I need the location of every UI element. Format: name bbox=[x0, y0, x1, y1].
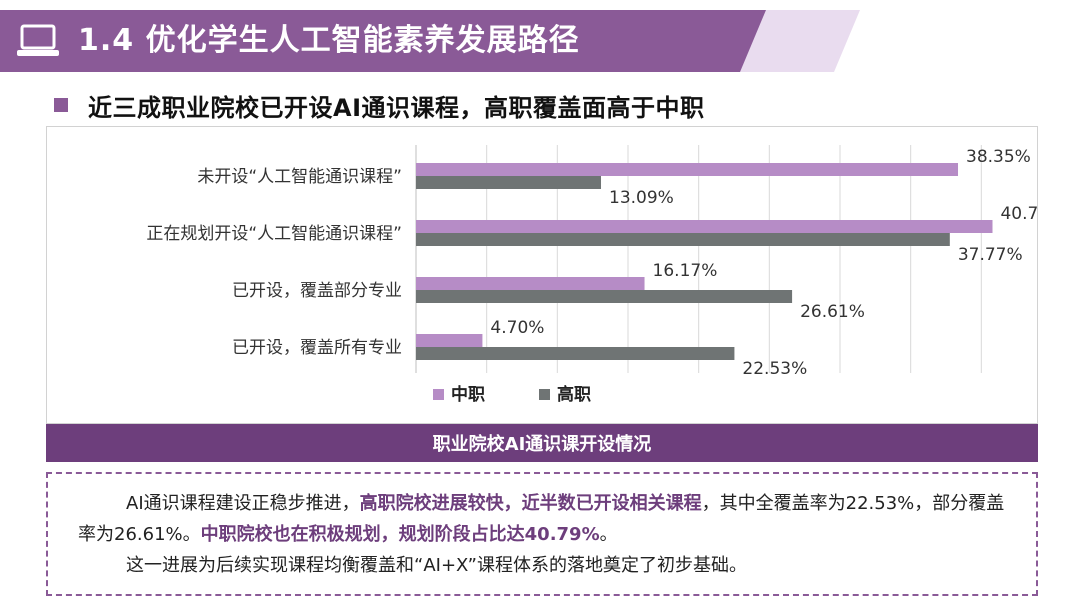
bar-gaozhi bbox=[416, 176, 602, 189]
summary-highlight: 中职院校也在积极规划，规划阶段占比达40.79% bbox=[200, 524, 600, 545]
summary-text: 这一进展为后续实现课程均衡覆盖和“AI+X”课程体系的落地奠定了初步基础。 bbox=[126, 555, 747, 576]
page-title: 1.4 优化学生人工智能素养发展路径 bbox=[78, 23, 580, 58]
chart-panel: 未开设“人工智能通识课程” 38.35% 13.09% 正在规划开设“人工智能通识课程… bbox=[46, 126, 1038, 424]
category-label: 正在规划开设“人工智能通识课程” bbox=[146, 224, 402, 244]
legend-swatch bbox=[433, 389, 444, 400]
bullet-square-icon bbox=[54, 98, 68, 112]
bar-gaozhi bbox=[416, 347, 735, 360]
data-label: 26.61% bbox=[800, 302, 865, 322]
bar-zhongzhi bbox=[416, 220, 993, 233]
summary-paragraph-1: AI通识课程建设正稳步推进，高职院校进展较快，近半数已开设相关课程，其中全覆盖率… bbox=[78, 488, 1012, 550]
summary-highlight: 高职院校进展较快，近半数已开设相关课程 bbox=[359, 493, 702, 514]
category-label: 已开设，覆盖所有专业 bbox=[232, 338, 402, 358]
data-label: 37.77% bbox=[958, 245, 1023, 265]
subtitle-row: 近三成职业院校已开设AI通识课程，高职覆盖面高于中职 bbox=[54, 88, 705, 122]
data-label: 16.17% bbox=[653, 261, 718, 281]
bar-gaozhi bbox=[416, 290, 793, 303]
summary-box: AI通识课程建设正稳步推进，高职院校进展较快，近半数已开设相关课程，其中全覆盖率… bbox=[46, 472, 1038, 596]
laptop-icon bbox=[17, 24, 59, 56]
category-label: 已开设，覆盖部分专业 bbox=[232, 281, 402, 301]
bar-zhongzhi bbox=[416, 163, 959, 176]
data-label: 22.53% bbox=[742, 359, 807, 379]
bar-zhongzhi bbox=[416, 277, 645, 290]
data-label: 13.09% bbox=[609, 188, 674, 208]
bar-gaozhi bbox=[416, 233, 950, 246]
summary-text: ，其中全覆盖率为22.53%，部分覆盖率为26.61%。 bbox=[78, 493, 1005, 545]
data-label: 40.79% bbox=[1000, 204, 1037, 224]
legend-swatch bbox=[539, 389, 550, 400]
summary-text: 。 bbox=[599, 524, 618, 545]
chart-caption: 职业院校AI通识课开设情况 bbox=[46, 424, 1038, 462]
summary-text: AI通识课程建设正稳步推进， bbox=[126, 493, 360, 514]
subtitle: 近三成职业院校已开设AI通识课程，高职覆盖面高于中职 bbox=[88, 93, 705, 122]
legend-label: 中职 bbox=[451, 384, 485, 405]
summary-paragraph-2: 这一进展为后续实现课程均衡覆盖和“AI+X”课程体系的落地奠定了初步基础。 bbox=[78, 550, 1012, 581]
legend-label: 高职 bbox=[557, 384, 591, 405]
header-band bbox=[0, 10, 846, 72]
bar-chart: 未开设“人工智能通识课程” 38.35% 13.09% 正在规划开设“人工智能通识课程… bbox=[146, 145, 1037, 405]
data-label: 4.70% bbox=[490, 318, 544, 338]
category-label: 未开设“人工智能通识课程” bbox=[197, 167, 402, 187]
bar-zhongzhi bbox=[416, 334, 483, 347]
data-label: 38.35% bbox=[966, 147, 1031, 167]
